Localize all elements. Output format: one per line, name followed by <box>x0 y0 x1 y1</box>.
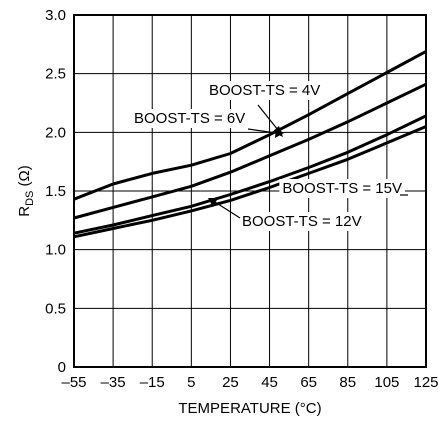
y-axis-title: RDS (Ω) <box>16 165 36 217</box>
y-tick-label: 1.5 <box>45 183 66 200</box>
x-tick-label: –35 <box>101 374 126 391</box>
y-axis-title-subscript: DS <box>24 191 36 206</box>
series-line-1 <box>73 50 427 201</box>
y-axis-title-unit: (Ω) <box>16 165 33 190</box>
series-line-2 <box>73 82 427 220</box>
x-axis-title: TEMPERATURE (°C) <box>178 400 321 417</box>
annotation-label-backdrop <box>206 81 324 100</box>
annotation-label: BOOST-TS = 4V <box>209 82 320 99</box>
annotations: BOOST-TS = 4V BOOST-TS = 6V BOOST-TS = 15V… <box>131 81 408 231</box>
y-tick-label: 2.0 <box>45 124 66 141</box>
y-axis-title-main: R <box>16 206 33 217</box>
x-tick-label: 105 <box>374 374 399 391</box>
series-lines <box>73 50 427 239</box>
y-tick-label: 1.0 <box>45 242 66 259</box>
annotation-arrowhead <box>275 128 284 138</box>
y-tick-label: 0.5 <box>45 300 66 317</box>
annotation-leader <box>214 201 241 219</box>
x-tick-label: 125 <box>413 374 438 391</box>
annotation-label-backdrop <box>239 212 365 231</box>
y-tick-label: 2.5 <box>45 66 66 83</box>
x-tick-label: 65 <box>300 374 317 391</box>
annotation-arrowhead <box>208 198 218 207</box>
annotation-label: BOOST-TS = 6V <box>134 110 245 127</box>
x-tick-labels: –55 –35 –15 5 25 45 65 85 105 125 <box>61 374 438 391</box>
annotation-label: BOOST-TS = 12V <box>242 213 362 230</box>
y-tick-label: 0 <box>58 359 66 376</box>
plot-frame <box>73 14 427 368</box>
series-line-4 <box>73 125 427 239</box>
series-line-3 <box>73 114 427 235</box>
annotation-label-backdrop <box>131 109 249 128</box>
annotation-label: BOOST-TS = 15V <box>282 180 402 197</box>
annotation-leader <box>247 128 277 134</box>
x-tick-label: 45 <box>261 374 278 391</box>
y-tick-labels: 0 0.5 1.0 1.5 2.0 2.5 3.0 <box>45 7 66 376</box>
x-tick-label: –55 <box>61 374 86 391</box>
annotation-label-backdrop <box>279 179 405 198</box>
x-tick-label: 25 <box>222 374 239 391</box>
y-tick-label: 3.0 <box>45 7 66 24</box>
x-tick-label: 5 <box>187 374 195 391</box>
x-tick-label: 85 <box>339 374 356 391</box>
x-tick-label: –15 <box>140 374 165 391</box>
